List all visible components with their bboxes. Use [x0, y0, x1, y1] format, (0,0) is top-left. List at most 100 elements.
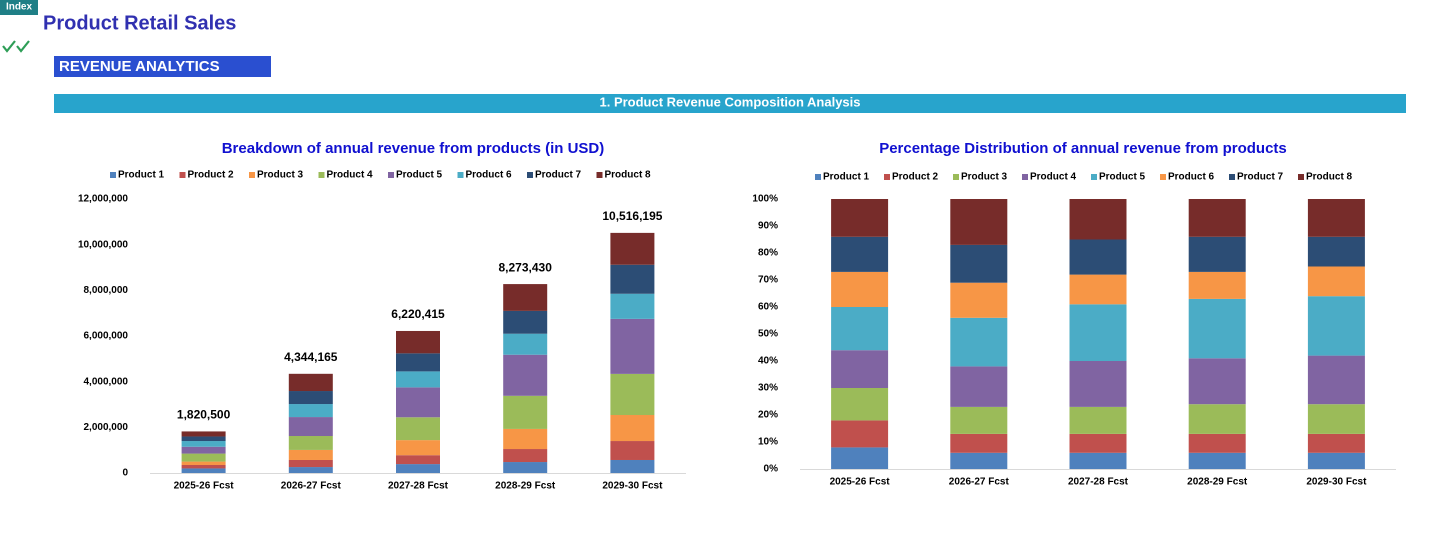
x-tick-label: 2028-29 Fcst [1187, 477, 1248, 488]
x-tick-label: 2029-30 Fcst [602, 481, 663, 492]
y-tick-label: 20% [758, 410, 778, 421]
bar-segment [610, 264, 655, 294]
page-title: Product Retail Sales [43, 12, 236, 34]
banner [54, 94, 1406, 113]
bar-segment [288, 467, 333, 473]
section-box [54, 56, 271, 77]
y-tick-label: 12,000,000 [78, 194, 128, 205]
legend-swatch [953, 174, 959, 180]
y-tick-label: 0% [764, 464, 779, 475]
legend-label: Product 2 [188, 170, 235, 181]
legend-label: Product 6 [466, 170, 513, 181]
bar-segment [396, 440, 440, 456]
banner-label: 1. Product Revenue Composition Analysis [599, 94, 860, 109]
legend-swatch [884, 174, 890, 180]
legend-label: Product 3 [257, 170, 304, 181]
bar-segment [503, 449, 548, 463]
y-tick-label: 0 [122, 468, 128, 479]
legend-label: Product 1 [118, 170, 165, 181]
bar-segment [1307, 199, 1365, 237]
x-tick-label: 2027-28 Fcst [388, 481, 449, 492]
bar-segment [288, 436, 333, 450]
y-tick-label: 70% [758, 275, 778, 286]
legend-label: Product 1 [823, 172, 870, 183]
y-tick-label: 80% [758, 248, 778, 259]
bar-segment [503, 333, 548, 355]
bar-segment [181, 461, 226, 466]
section-label: REVENUE ANALYTICS [59, 58, 220, 75]
y-tick-label: 100% [752, 194, 778, 205]
bar-segment [950, 199, 1008, 245]
bar-segment [1188, 298, 1246, 359]
total-label: 6,220,415 [391, 307, 445, 321]
legend-label: Product 2 [892, 172, 939, 183]
index-button[interactable] [0, 0, 38, 15]
bar-segment [1307, 355, 1365, 405]
bar-segment [1069, 199, 1127, 240]
total-label: 1,820,500 [177, 408, 231, 422]
legend-label: Product 4 [327, 170, 374, 181]
legend-swatch [1091, 174, 1097, 180]
y-tick-label: 10,000,000 [78, 239, 128, 250]
y-tick-label: 8,000,000 [84, 285, 129, 296]
legend-label: Product 6 [1168, 172, 1215, 183]
bar-segment [1188, 404, 1246, 434]
bar-segment [1307, 452, 1365, 469]
bar-segment [950, 366, 1008, 407]
bar-segment [831, 420, 889, 448]
legend-swatch [179, 172, 186, 178]
y-tick-label: 40% [758, 356, 778, 367]
y-tick-label: 4,000,000 [84, 376, 129, 387]
legend-swatch [815, 174, 821, 180]
chart-title: Breakdown of annual revenue from product… [222, 140, 605, 157]
bar-segment [950, 433, 1008, 453]
legend-label: Product 3 [961, 172, 1008, 183]
bar-segment [288, 459, 333, 468]
bar-segment [288, 404, 333, 418]
legend-label: Product 4 [1030, 172, 1077, 183]
y-tick-label: 30% [758, 383, 778, 394]
bar-segment [288, 391, 333, 405]
legend-label: Product 5 [396, 170, 443, 181]
bar-segment [181, 465, 226, 469]
bar-segment [1307, 433, 1365, 453]
bar-segment [396, 353, 440, 372]
bar-segment [396, 330, 440, 354]
legend-swatch [1298, 174, 1304, 180]
bar-segment [396, 387, 440, 418]
x-tick-label: 2028-29 Fcst [495, 481, 556, 492]
bar-segment [610, 441, 655, 460]
legend-swatch [388, 172, 394, 178]
bar-segment [396, 417, 440, 441]
bar-segment [831, 350, 889, 388]
index-label[interactable]: Index [6, 2, 33, 13]
bar-segment [610, 373, 655, 416]
legend-label: Product 7 [535, 170, 582, 181]
bar-segment [288, 373, 333, 392]
bar-segment [288, 449, 333, 460]
bar-segment [610, 232, 655, 265]
bar-segment [1188, 358, 1246, 405]
x-tick-label: 2025-26 Fcst [830, 477, 891, 488]
bar-segment [610, 318, 655, 374]
legend-label: Product 8 [1306, 172, 1353, 183]
y-tick-label: 2,000,000 [84, 422, 129, 433]
bar-segment [181, 436, 226, 442]
y-tick-label: 90% [758, 221, 778, 232]
bar-segment [950, 317, 1008, 367]
bar-segment [1188, 271, 1246, 299]
bar-segment [610, 293, 655, 319]
bar-segment [503, 462, 548, 473]
bar-segment [1307, 266, 1365, 297]
legend-swatch [596, 172, 603, 178]
legend-swatch [1160, 174, 1166, 180]
bar-segment [396, 371, 440, 388]
bar-segment [181, 446, 226, 454]
bar-segment [396, 464, 440, 473]
x-tick-label: 2029-30 Fcst [1306, 477, 1367, 488]
bar-segment [1188, 236, 1246, 272]
legend-label: Product 5 [1099, 172, 1146, 183]
legend-swatch [457, 172, 464, 178]
check-icon [2, 40, 30, 53]
